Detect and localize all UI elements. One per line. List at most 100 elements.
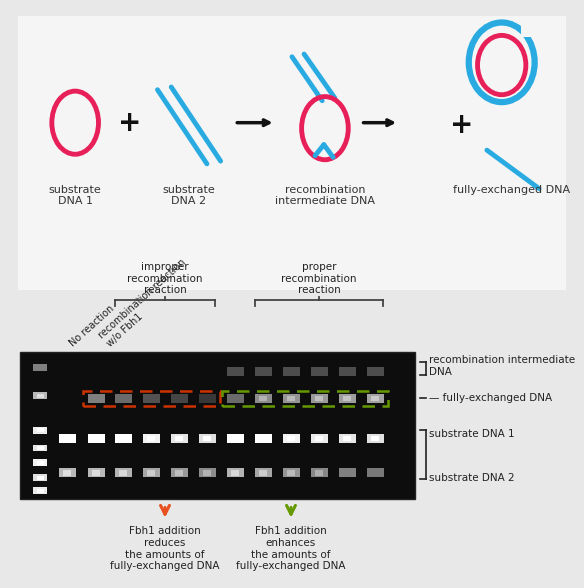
Text: Fbh1 addition
enhances
the amounts of
fully-exchanged DNA: Fbh1 addition enhances the amounts of fu… xyxy=(237,526,346,572)
Text: Fbh1 addition
reduces
the amounts of
fully-exchanged DNA: Fbh1 addition reduces the amounts of ful… xyxy=(110,526,220,572)
Text: substrate DNA 1: substrate DNA 1 xyxy=(429,429,515,439)
Bar xyxy=(283,367,300,376)
Text: substrate DNA 2: substrate DNA 2 xyxy=(429,473,515,483)
Bar xyxy=(227,433,244,443)
Bar xyxy=(142,469,159,477)
Text: recombination intermediate
DNA: recombination intermediate DNA xyxy=(429,355,575,377)
Bar xyxy=(33,459,47,466)
Bar xyxy=(199,394,215,403)
Bar xyxy=(283,394,300,403)
Bar xyxy=(36,489,43,493)
Bar xyxy=(33,427,47,433)
Bar xyxy=(203,436,211,441)
Text: No reaction: No reaction xyxy=(68,303,116,349)
Bar xyxy=(367,394,384,403)
Bar xyxy=(227,367,244,376)
Bar xyxy=(83,391,220,406)
Bar xyxy=(367,469,384,477)
Text: recombination reaction
w/o Fbh1: recombination reaction w/o Fbh1 xyxy=(97,257,196,349)
Bar xyxy=(343,436,351,441)
Bar xyxy=(92,470,100,476)
FancyBboxPatch shape xyxy=(522,25,537,36)
Bar xyxy=(33,487,47,494)
Bar xyxy=(255,433,272,443)
Bar xyxy=(36,461,43,465)
Bar xyxy=(58,433,75,443)
Bar xyxy=(259,436,267,441)
Bar xyxy=(343,396,351,402)
Text: +: + xyxy=(119,109,142,136)
Bar xyxy=(20,352,415,499)
Bar xyxy=(255,394,272,403)
Bar xyxy=(147,470,155,476)
Bar xyxy=(371,396,379,402)
Bar xyxy=(92,436,100,441)
Bar xyxy=(36,428,43,432)
Bar xyxy=(36,446,43,450)
Bar xyxy=(222,391,388,406)
Bar xyxy=(33,364,47,371)
Bar xyxy=(339,469,356,477)
Bar xyxy=(227,469,244,477)
Text: improper
recombination
reaction: improper recombination reaction xyxy=(127,262,203,295)
Text: — fully-exchanged DNA: — fully-exchanged DNA xyxy=(429,393,552,403)
Bar xyxy=(199,433,215,443)
Bar xyxy=(287,470,296,476)
FancyBboxPatch shape xyxy=(12,10,572,296)
Bar xyxy=(231,470,239,476)
Bar xyxy=(33,392,47,399)
Bar xyxy=(255,469,272,477)
Bar xyxy=(147,436,155,441)
Bar xyxy=(36,393,43,397)
Bar xyxy=(62,436,71,441)
Bar xyxy=(283,469,300,477)
Bar xyxy=(33,445,47,452)
Bar xyxy=(114,394,131,403)
Bar xyxy=(88,469,105,477)
Bar xyxy=(203,470,211,476)
Bar xyxy=(199,469,215,477)
Text: substrate
DNA 2: substrate DNA 2 xyxy=(162,185,215,206)
Bar xyxy=(171,394,187,403)
Bar xyxy=(371,436,379,441)
Bar xyxy=(255,367,272,376)
Bar xyxy=(142,433,159,443)
Text: +: + xyxy=(450,112,474,139)
Text: recombination
intermediate DNA: recombination intermediate DNA xyxy=(275,185,375,206)
Bar xyxy=(259,396,267,402)
Bar xyxy=(367,367,384,376)
Bar xyxy=(88,394,105,403)
Text: fully-exchanged DNA: fully-exchanged DNA xyxy=(453,185,570,195)
Bar xyxy=(315,470,324,476)
Bar xyxy=(367,433,384,443)
Bar xyxy=(58,469,75,477)
Bar xyxy=(227,394,244,403)
Bar xyxy=(283,433,300,443)
Bar xyxy=(88,433,105,443)
Bar xyxy=(311,433,328,443)
Bar xyxy=(339,394,356,403)
Text: proper
recombination
reaction: proper recombination reaction xyxy=(281,262,357,295)
Text: substrate
DNA 1: substrate DNA 1 xyxy=(49,185,102,206)
Bar xyxy=(36,476,43,480)
Bar xyxy=(259,470,267,476)
Bar xyxy=(311,469,328,477)
Bar xyxy=(119,436,127,441)
Bar xyxy=(315,436,324,441)
Bar xyxy=(315,396,324,402)
Bar xyxy=(339,433,356,443)
Bar xyxy=(339,367,356,376)
Bar xyxy=(62,470,71,476)
Bar xyxy=(175,470,183,476)
Bar xyxy=(175,436,183,441)
Bar xyxy=(311,367,328,376)
Bar xyxy=(114,433,131,443)
Bar xyxy=(119,470,127,476)
Bar xyxy=(287,396,296,402)
Bar xyxy=(311,394,328,403)
Bar xyxy=(287,436,296,441)
Bar xyxy=(33,475,47,481)
Bar xyxy=(142,394,159,403)
Bar xyxy=(231,436,239,441)
Bar xyxy=(171,469,187,477)
